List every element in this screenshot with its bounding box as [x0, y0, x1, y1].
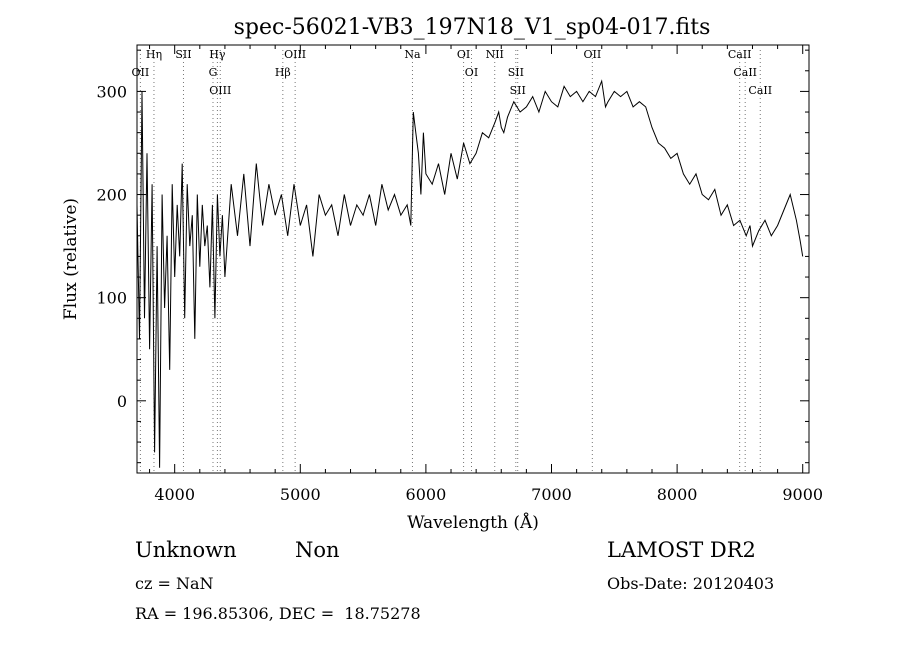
emission-line-label: CaII: [728, 48, 752, 61]
emission-line-label: NII: [486, 48, 504, 61]
emission-line-label: Hη: [146, 48, 162, 61]
x-tick-label: 8000: [657, 485, 698, 504]
series-line-flux: [136, 79, 804, 468]
emission-line-label: OII: [132, 66, 150, 79]
x-tick-label: 4000: [154, 485, 195, 504]
emission-line-label: SII: [175, 48, 191, 61]
emission-line-label: G: [209, 66, 218, 79]
y-axis-ticks: 0 100 200 300: [96, 49, 809, 464]
emission-line-label: CaII: [733, 66, 757, 79]
y-tick-label: 100: [96, 289, 127, 308]
y-tick-label: 200: [96, 186, 127, 205]
coordinates-label: RA = 196.85306, DEC = 18.75278: [135, 604, 421, 623]
emission-line-label: OIII: [284, 48, 306, 61]
emission-line-label: SII: [508, 66, 524, 79]
emission-line-label: SII: [510, 84, 526, 97]
chart-title: spec-56021-VB3_197N18_V1_sp04-017.fits: [234, 15, 711, 40]
x-tick-label: 7000: [531, 485, 572, 504]
y-tick-label: 300: [96, 82, 127, 101]
emission-line-label: CaII: [748, 84, 772, 97]
emission-line-label: Hγ: [209, 48, 226, 61]
obs-date-label: Obs-Date: 20120403: [607, 574, 775, 593]
redshift-label: cz = NaN: [135, 574, 214, 593]
survey-label: LAMOST DR2: [607, 538, 756, 562]
emission-line-label: Na: [404, 48, 421, 61]
y-axis-label: Flux (relative): [61, 198, 81, 320]
class-label: Unknown: [135, 538, 237, 562]
subclass-label: Non: [295, 538, 340, 562]
emission-line-label: OII: [583, 48, 601, 61]
x-tick-label: 6000: [406, 485, 447, 504]
y-tick-label: 0: [117, 392, 127, 411]
emission-line-label: OI: [457, 48, 470, 61]
plot-frame: [136, 44, 810, 474]
x-axis-label: Wavelength (Å): [407, 512, 539, 533]
emission-line-markers: [139, 50, 761, 473]
x-tick-label: 5000: [280, 485, 321, 504]
emission-line-label: OIII: [209, 84, 231, 97]
emission-line-label: Hβ: [275, 66, 291, 79]
x-tick-label: 9000: [782, 485, 823, 504]
emission-line-labels: Hη OII SII Hγ G OIII OIII Hβ Na OI OI NII SII SII OII C…: [132, 48, 773, 97]
x-axis-ticks: 4000 5000 6000 7000 8000 9000: [149, 45, 823, 504]
emission-line-label: OI: [465, 66, 478, 79]
